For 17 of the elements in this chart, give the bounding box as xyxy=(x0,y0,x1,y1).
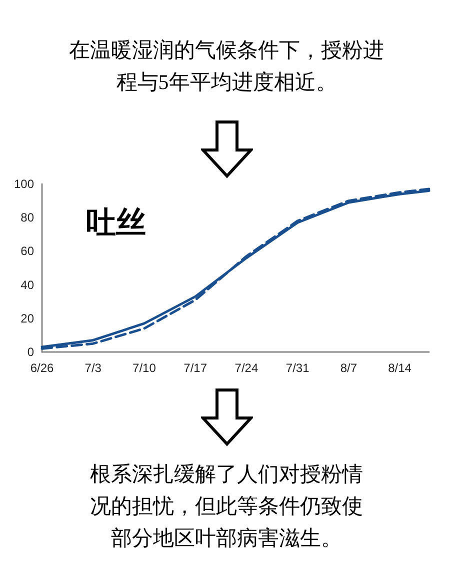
y-tick-label: 20 xyxy=(20,311,34,326)
y-tick-label: 60 xyxy=(20,244,34,258)
x-tick-label: 8/7 xyxy=(340,361,358,375)
chart-title: 在温暖湿润的气候条件下，授粉进程与5年平均进度相近。 xyxy=(68,37,385,96)
x-tick-label: 8/14 xyxy=(388,361,412,375)
y-tick-label: 40 xyxy=(20,278,34,292)
text: 根系深扎缓解了人们对授粉情况的担忧，但此等条件仍致使部分地区叶部病害滋生。 xyxy=(89,461,364,552)
y-tick-label: 80 xyxy=(20,210,34,225)
x-tick-label: 6/26 xyxy=(30,361,54,375)
x-tick-label: 7/17 xyxy=(184,361,208,375)
x-tick-label: 7/31 xyxy=(286,361,310,375)
text: 吐丝 xyxy=(86,206,146,240)
x-tick-label: 7/24 xyxy=(234,361,258,375)
y-tick-label: 100 xyxy=(14,177,34,191)
x-tick-label: 7/3 xyxy=(84,361,102,375)
x-tick-label: 7/10 xyxy=(132,361,156,375)
y-tick-label: 0 xyxy=(27,345,34,359)
